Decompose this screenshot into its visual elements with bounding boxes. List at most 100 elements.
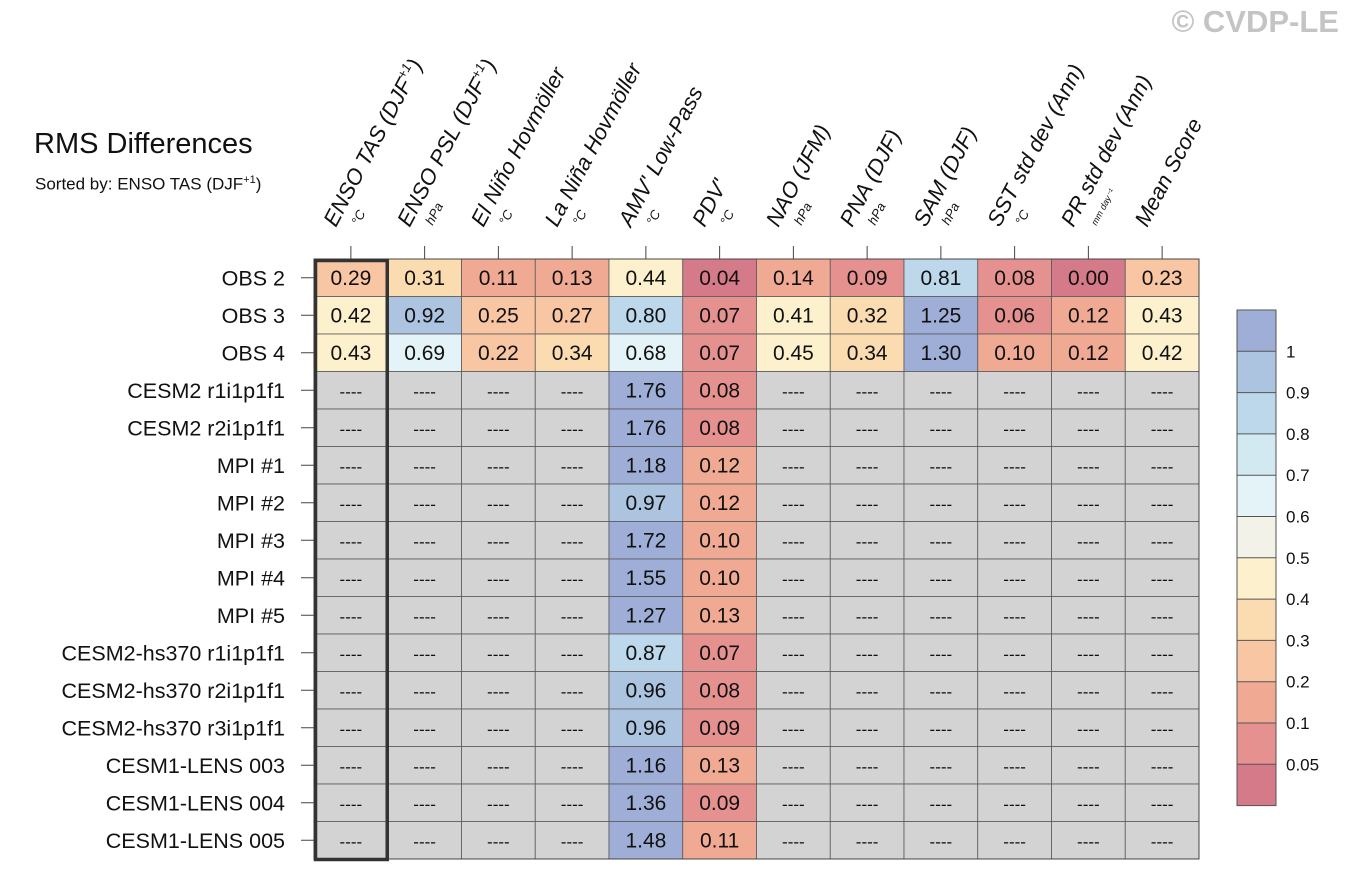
cell-value: ---- [487,795,510,814]
colorbar-segment [1237,475,1276,517]
cell-value: 0.12 [1068,342,1109,365]
cell-value: ---- [1077,795,1100,814]
cell-value: 0.96 [625,679,666,702]
heatmap-cell [903,671,979,710]
heatmap-cell [461,408,536,447]
cell-value: 0.14 [773,267,814,290]
cell-value: 0.80 [625,304,666,327]
cell-value: ---- [340,570,363,589]
heatmap-cell [682,596,757,635]
colorbar-segment [1237,557,1276,600]
cell-value: ---- [1003,832,1026,851]
cell-value: ---- [1003,720,1026,739]
cell-value: 0.31 [404,267,445,290]
cell-value: 0.32 [847,304,888,327]
heatmap-cell [977,746,1052,785]
cell-value: ---- [1003,420,1026,439]
cell-value: ---- [561,457,584,476]
heatmap-cell [682,333,757,372]
heatmap-cell [1051,708,1126,747]
cell-value: 0.44 [625,267,666,290]
cell-value: ---- [340,757,363,776]
heatmap-cell [387,746,462,785]
cell-value: ---- [413,795,436,814]
cell-value: ---- [561,832,584,851]
cell-value: ---- [561,720,584,739]
heatmap-cell [977,333,1052,372]
cell-value: 0.10 [699,529,740,552]
cell-value: 0.45 [773,342,814,365]
heatmap-cell [903,821,979,860]
heatmap-cell [903,408,979,447]
heatmap-cell [903,633,979,672]
heatmap-cell [1124,521,1200,560]
row-label: CESM2 r1i1p1f1 [127,379,285,403]
cell-value: ---- [1003,457,1026,476]
heatmap-cell [756,483,831,522]
cell-value: ---- [561,382,584,401]
cell-value: ---- [487,457,510,476]
heatmap-cell [534,296,610,335]
cell-value: ---- [782,382,805,401]
cell-value: 0.97 [625,492,666,515]
heatmap-cell [608,558,684,597]
heatmap-cell [977,371,1052,410]
heatmap-cell [608,783,684,822]
heatmap-cell [756,783,831,822]
cell-value: ---- [1003,607,1026,626]
heatmap-cell [756,671,831,710]
heatmap-cell [534,708,610,747]
cell-value: ---- [340,832,363,851]
cell-value: ---- [340,795,363,814]
cell-value: ---- [782,570,805,589]
heatmap-cell [756,521,831,560]
heatmap-cell [903,746,979,785]
row-label: CESM1-LENS 003 [106,754,285,778]
heatmap-cell [387,633,462,672]
colorbar-segment [1237,351,1276,393]
column-unit: °C [570,207,590,227]
heatmap-cell [1124,783,1200,822]
cell-value: ---- [856,607,879,626]
heatmap-cell [387,821,462,860]
colorbar-label: 0.8 [1286,425,1310,444]
cell-value: ---- [561,795,584,814]
heatmap-cell [461,333,536,372]
cell-value: 0.13 [552,267,593,290]
cell-value: 1.27 [625,604,666,627]
heatmap-cell [461,483,536,522]
heatmap-cell [313,671,389,710]
heatmap-cell [756,333,831,372]
cell-value: 1.76 [625,417,666,440]
cell-value: ---- [413,570,436,589]
heatmap-cell [387,408,462,447]
heatmap-cell [313,521,389,560]
colorbar-label: 0.5 [1286,549,1310,568]
cell-value: ---- [930,457,953,476]
cell-value: ---- [930,570,953,589]
heatmap-cell [829,821,905,860]
heatmap-cell [1051,521,1126,560]
heatmap-cell [682,671,757,710]
cell-value: ---- [1151,720,1174,739]
colorbar-segment [1237,433,1276,476]
cell-value: ---- [413,495,436,514]
colorbar-label: 1 [1286,342,1295,361]
heatmap-cell [534,596,610,635]
cell-value: ---- [930,645,953,664]
cell-value: ---- [413,832,436,851]
heatmap-cell [682,483,757,522]
heatmap-cell [829,408,905,447]
sorted-column-highlight [313,258,389,862]
heatmap-cell [829,783,905,822]
cell-value: ---- [561,757,584,776]
cell-value: 0.13 [699,754,740,777]
cell-value: 0.27 [552,304,593,327]
heatmap-cell [313,821,389,860]
heatmap-cell [313,783,389,822]
cell-value: ---- [1151,495,1174,514]
heatmap-cell [608,708,684,747]
cell-value: ---- [1077,607,1100,626]
heatmap-cell [1051,558,1126,597]
